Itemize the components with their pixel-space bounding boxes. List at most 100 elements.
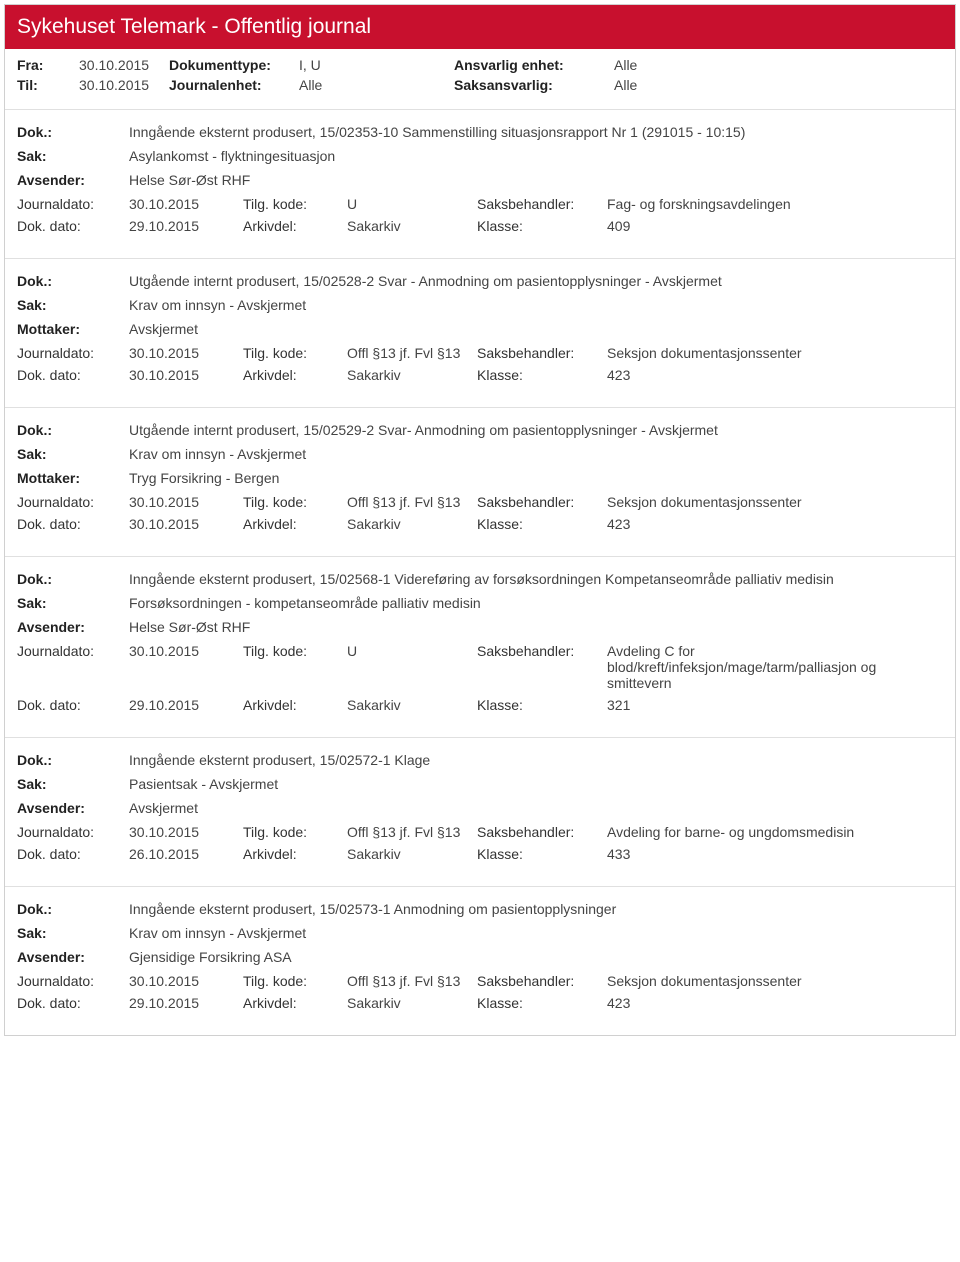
dok-label: Dok.: — [17, 273, 129, 289]
detail-row-2: Dok. dato:30.10.2015Arkivdel:SakarkivKla… — [17, 516, 943, 532]
dokdato-label: Dok. dato: — [17, 995, 129, 1011]
party-label: Avsender: — [17, 172, 129, 188]
page-header: Sykehuset Telemark - Offentlig journal — [5, 5, 955, 49]
party-row: Avsender:Avskjermet — [17, 800, 943, 816]
journal-entry: Dok.:Utgående internt produsert, 15/0252… — [5, 408, 955, 557]
tilgkode-value: Offl §13 jf. Fvl §13 — [347, 824, 477, 840]
journaldato-value: 30.10.2015 — [129, 824, 243, 840]
dokdato-value: 26.10.2015 — [129, 846, 243, 862]
journaldato-label: Journaldato: — [17, 494, 129, 510]
ansvarlig-value: Alle — [614, 57, 637, 73]
klasse-label: Klasse: — [477, 218, 607, 234]
fra-value: 30.10.2015 — [79, 57, 169, 73]
dok-row: Dok.:Inngående eksternt produsert, 15/02… — [17, 752, 943, 768]
sak-value: Krav om innsyn - Avskjermet — [129, 925, 943, 941]
party-value: Helse Sør-Øst RHF — [129, 619, 943, 635]
journaldato-label: Journaldato: — [17, 643, 129, 659]
meta-block: Fra: 30.10.2015 Dokumenttype: I, U Ansva… — [5, 49, 955, 110]
dok-label: Dok.: — [17, 124, 129, 140]
sak-row: Sak:Pasientsak - Avskjermet — [17, 776, 943, 792]
entries-container: Dok.:Inngående eksternt produsert, 15/02… — [5, 110, 955, 1035]
dok-label: Dok.: — [17, 422, 129, 438]
til-value: 30.10.2015 — [79, 77, 169, 93]
detail-row-2: Dok. dato:26.10.2015Arkivdel:SakarkivKla… — [17, 846, 943, 862]
detail-row-2: Dok. dato:29.10.2015Arkivdel:SakarkivKla… — [17, 697, 943, 713]
journalenhet-label: Journalenhet: — [169, 77, 299, 93]
saksansvarlig-label: Saksansvarlig: — [454, 77, 614, 93]
party-label: Avsender: — [17, 949, 129, 965]
detail-row-1: Journaldato:30.10.2015Tilg. kode:USaksbe… — [17, 643, 943, 691]
dok-value: Utgående internt produsert, 15/02528-2 S… — [129, 273, 943, 289]
klasse-value: 409 — [607, 218, 943, 234]
party-label: Mottaker: — [17, 470, 129, 486]
saksbehandler-value: Avdeling C for blod/kreft/infeksjon/mage… — [607, 643, 943, 691]
party-value: Avskjermet — [129, 321, 943, 337]
detail-row-2: Dok. dato:29.10.2015Arkivdel:SakarkivKla… — [17, 218, 943, 234]
party-row: Avsender:Helse Sør-Øst RHF — [17, 619, 943, 635]
sak-value: Krav om innsyn - Avskjermet — [129, 297, 943, 313]
dokdato-value: 30.10.2015 — [129, 516, 243, 532]
tilgkode-value: Offl §13 jf. Fvl §13 — [347, 494, 477, 510]
dokdato-label: Dok. dato: — [17, 846, 129, 862]
sak-label: Sak: — [17, 297, 129, 313]
saksbehandler-value: Fag- og forskningsavdelingen — [607, 196, 943, 212]
detail-row-2: Dok. dato:30.10.2015Arkivdel:SakarkivKla… — [17, 367, 943, 383]
journaldato-label: Journaldato: — [17, 345, 129, 361]
detail-row-1: Journaldato:30.10.2015Tilg. kode:Offl §1… — [17, 973, 943, 989]
tilgkode-value: U — [347, 643, 477, 659]
dokdato-value: 29.10.2015 — [129, 995, 243, 1011]
klasse-value: 321 — [607, 697, 943, 713]
journaldato-label: Journaldato: — [17, 973, 129, 989]
saksbehandler-label: Saksbehandler: — [477, 494, 607, 510]
sak-row: Sak:Krav om innsyn - Avskjermet — [17, 925, 943, 941]
party-row: Avsender:Gjensidige Forsikring ASA — [17, 949, 943, 965]
saksbehandler-label: Saksbehandler: — [477, 973, 607, 989]
klasse-label: Klasse: — [477, 367, 607, 383]
dok-row: Dok.:Utgående internt produsert, 15/0252… — [17, 273, 943, 289]
sak-row: Sak:Forsøksordningen - kompetanseområde … — [17, 595, 943, 611]
journal-entry: Dok.:Inngående eksternt produsert, 15/02… — [5, 887, 955, 1035]
dok-label: Dok.: — [17, 571, 129, 587]
arkivdel-label: Arkivdel: — [243, 367, 347, 383]
sak-row: Sak:Asylankomst - flyktningesituasjon — [17, 148, 943, 164]
saksbehandler-value: Avdeling for barne- og ungdomsmedisin — [607, 824, 943, 840]
sak-row: Sak:Krav om innsyn - Avskjermet — [17, 446, 943, 462]
klasse-label: Klasse: — [477, 516, 607, 532]
klasse-value: 423 — [607, 516, 943, 532]
dok-row: Dok.:Inngående eksternt produsert, 15/02… — [17, 901, 943, 917]
journal-entry: Dok.:Inngående eksternt produsert, 15/02… — [5, 110, 955, 259]
meta-row-2: Til: 30.10.2015 Journalenhet: Alle Saksa… — [17, 77, 943, 93]
arkivdel-label: Arkivdel: — [243, 516, 347, 532]
saksansvarlig-value: Alle — [614, 77, 637, 93]
arkivdel-value: Sakarkiv — [347, 516, 477, 532]
klasse-value: 423 — [607, 995, 943, 1011]
arkivdel-label: Arkivdel: — [243, 697, 347, 713]
dok-row: Dok.:Utgående internt produsert, 15/0252… — [17, 422, 943, 438]
fra-label: Fra: — [17, 57, 79, 73]
arkivdel-value: Sakarkiv — [347, 995, 477, 1011]
tilgkode-value: Offl §13 jf. Fvl §13 — [347, 973, 477, 989]
journal-entry: Dok.:Inngående eksternt produsert, 15/02… — [5, 738, 955, 887]
party-row: Mottaker:Avskjermet — [17, 321, 943, 337]
party-value: Helse Sør-Øst RHF — [129, 172, 943, 188]
page-title: Sykehuset Telemark - Offentlig journal — [17, 15, 371, 38]
arkivdel-value: Sakarkiv — [347, 697, 477, 713]
party-value: Tryg Forsikring - Bergen — [129, 470, 943, 486]
journaldato-value: 30.10.2015 — [129, 345, 243, 361]
sak-value: Krav om innsyn - Avskjermet — [129, 446, 943, 462]
arkivdel-value: Sakarkiv — [347, 846, 477, 862]
doktype-label: Dokumenttype: — [169, 57, 299, 73]
sak-row: Sak:Krav om innsyn - Avskjermet — [17, 297, 943, 313]
saksbehandler-label: Saksbehandler: — [477, 824, 607, 840]
sak-value: Asylankomst - flyktningesituasjon — [129, 148, 943, 164]
dok-value: Utgående internt produsert, 15/02529-2 S… — [129, 422, 943, 438]
sak-label: Sak: — [17, 925, 129, 941]
dok-row: Dok.:Inngående eksternt produsert, 15/02… — [17, 124, 943, 140]
dok-label: Dok.: — [17, 901, 129, 917]
journal-entry: Dok.:Utgående internt produsert, 15/0252… — [5, 259, 955, 408]
dokdato-label: Dok. dato: — [17, 367, 129, 383]
dok-value: Inngående eksternt produsert, 15/02573-1… — [129, 901, 943, 917]
tilgkode-label: Tilg. kode: — [243, 494, 347, 510]
party-row: Mottaker:Tryg Forsikring - Bergen — [17, 470, 943, 486]
dok-label: Dok.: — [17, 752, 129, 768]
